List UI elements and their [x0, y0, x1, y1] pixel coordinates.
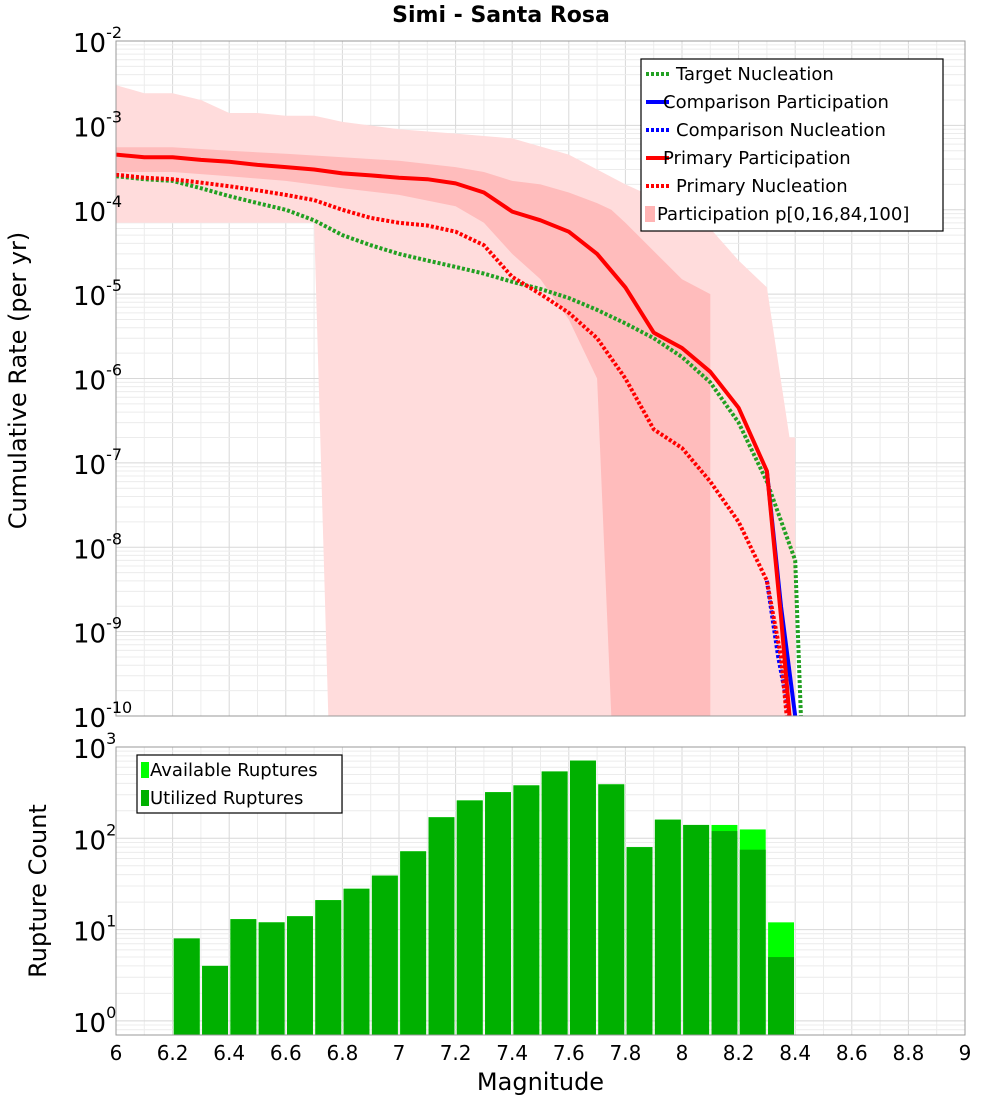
x-tick-label: 6.6	[270, 1041, 302, 1065]
legend-label: Utilized Ruptures	[150, 788, 303, 809]
legend-label: Target Nucleation	[675, 64, 834, 85]
x-tick-label: 7.6	[553, 1041, 585, 1065]
bar-utilized	[513, 785, 540, 1035]
series-primary-participation	[116, 152, 792, 716]
bottom-panel: 103 102 101 100 6 6.2 6.4 6.6 6.8 7 7.2 7.4 7.6 7.8 8…	[24, 729, 971, 1096]
bar-utilized	[343, 888, 370, 1035]
x-tick-label: 8.4	[779, 1041, 811, 1065]
legend-swatch	[141, 790, 149, 806]
bar-utilized	[230, 919, 257, 1035]
legend-label: Primary Participation	[663, 148, 851, 169]
series-primary-nucleation	[116, 172, 789, 716]
chart-title: Simi - Santa Rosa	[392, 3, 610, 28]
y-tick-label: 100	[73, 1003, 116, 1039]
x-axis-label: Magnitude	[477, 1068, 604, 1096]
legend-label: Available Ruptures	[150, 760, 318, 781]
bar-utilized	[315, 900, 342, 1035]
bar-utilized	[371, 875, 398, 1035]
y-tick-label: 10-4	[73, 192, 122, 228]
x-tick-label: 8.2	[723, 1041, 755, 1065]
legend-swatch	[645, 206, 655, 222]
bar-utilized	[173, 938, 200, 1035]
y-tick-label: 10-6	[73, 361, 122, 397]
y-tick-label: 10-3	[73, 107, 122, 143]
bar-utilized	[258, 922, 285, 1035]
x-tick-label: 9	[959, 1041, 972, 1065]
bar-utilized	[400, 851, 427, 1035]
y-tick-label: 10-2	[73, 23, 122, 59]
top-legend: Target Nucleation Comparison Participatio…	[640, 58, 944, 232]
bar-utilized	[202, 965, 228, 1035]
bottom-legend: Available Ruptures Utilized Ruptures	[136, 754, 343, 814]
x-tick-label: 8.6	[836, 1041, 868, 1065]
top-bands	[116, 85, 796, 717]
bar-utilized	[768, 957, 794, 1035]
bar-utilized	[541, 771, 568, 1035]
legend-label: Primary Nucleation	[676, 176, 848, 197]
bar-utilized	[428, 817, 455, 1035]
legend-swatch	[141, 762, 149, 778]
legend-box	[640, 58, 944, 232]
legend-label: Participation p[0,16,84,100]	[657, 204, 909, 225]
bottom-y-axis-label: Rupture Count	[24, 804, 52, 978]
series-target-nucleation	[116, 174, 803, 716]
y-tick-label: 101	[73, 912, 116, 948]
bottom-bars	[173, 760, 794, 1035]
x-tick-label: 6	[110, 1041, 123, 1065]
legend-label: Comparison Participation	[663, 92, 889, 113]
x-tick-label: 7.8	[609, 1041, 641, 1065]
bottom-x-ticks: 6 6.2 6.4 6.6 6.8 7 7.2 7.4 7.6 7.8 8 8.2 8.4 8.6 8.8 9	[110, 1041, 972, 1065]
top-y-ticks: 10-2 10-3 10-4 10-5 10-6 10-7 10-8 10-9 10-10	[73, 23, 132, 734]
legend-box	[136, 754, 343, 814]
y-tick-label: 10-5	[73, 276, 122, 312]
y-tick-label: 103	[73, 729, 116, 765]
top-y-axis-label: Cumulative Rate (per yr)	[4, 232, 32, 530]
top-panel: 10-2 10-3 10-4 10-5 10-6 10-7 10-8 10-9 10-10 Cu…	[4, 23, 966, 734]
x-tick-label: 8.8	[892, 1041, 924, 1065]
y-tick-label: 10-7	[73, 445, 122, 481]
bar-utilized	[711, 831, 738, 1035]
x-tick-label: 6.4	[213, 1041, 245, 1065]
bar-utilized	[570, 760, 596, 1035]
bar-utilized	[485, 792, 511, 1035]
bar-utilized	[683, 824, 710, 1035]
bar-utilized	[654, 819, 681, 1035]
y-tick-label: 102	[73, 820, 116, 856]
bar-utilized	[598, 784, 625, 1035]
bar-utilized	[739, 849, 766, 1035]
legend-label: Comparison Nucleation	[676, 120, 886, 141]
x-tick-label: 7.4	[496, 1041, 528, 1065]
y-tick-label: 10-9	[73, 614, 122, 650]
bar-utilized	[287, 916, 313, 1035]
x-tick-label: 6.8	[326, 1041, 358, 1065]
y-tick-label: 10-8	[73, 529, 122, 565]
x-tick-label: 6.2	[157, 1041, 189, 1065]
y-tick-label: 10-10	[73, 698, 132, 734]
x-tick-label: 7.2	[440, 1041, 472, 1065]
x-tick-label: 8	[676, 1041, 689, 1065]
x-tick-label: 7	[393, 1041, 406, 1065]
bottom-y-ticks: 103 102 101 100	[73, 729, 116, 1039]
band-participation-p-16-84-	[116, 147, 711, 717]
bar-utilized	[456, 800, 483, 1035]
top-lines	[116, 152, 803, 716]
bar-utilized	[626, 847, 653, 1035]
